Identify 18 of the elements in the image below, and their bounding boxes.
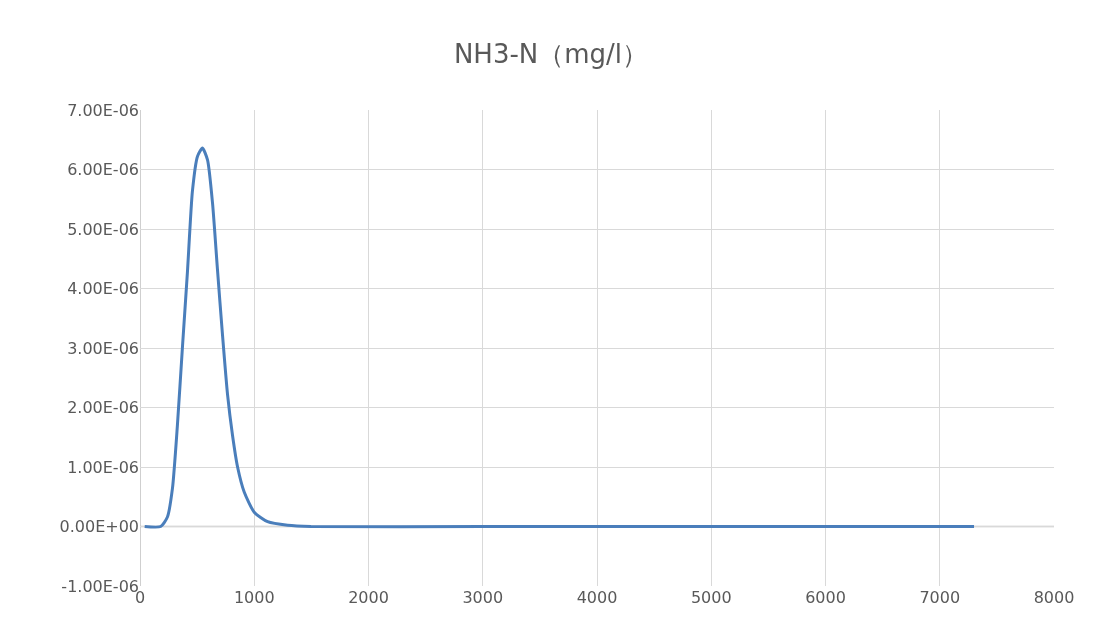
y-tick-label: 3.00E-06 [67,338,139,358]
x-tick-label: 6000 [805,588,846,607]
x-tick-label: 1000 [233,588,275,607]
chart-title: NH3-N（mg/l） [453,39,649,70]
x-tick-label: 3000 [462,588,504,607]
y-tick-label: 7.00E-06 [67,100,139,120]
y-tick-label: 4.00E-06 [67,279,139,299]
y-tick-label: 0.00E+00 [59,517,139,537]
line-series [143,146,976,529]
x-tick-label: 5000 [690,588,732,607]
x-tick-label: 4000 [576,588,618,607]
y-tick-label: 2.00E-06 [67,398,139,418]
y-tick-label: 5.00E-06 [67,219,139,239]
x-tick-label: 2000 [348,588,389,607]
y-tick-label: 6.00E-06 [67,160,139,180]
x-tick-label: 8000 [1033,588,1075,607]
y-tick-label: 1.00E-06 [67,457,139,477]
x-tick-label: 7000 [919,588,961,607]
